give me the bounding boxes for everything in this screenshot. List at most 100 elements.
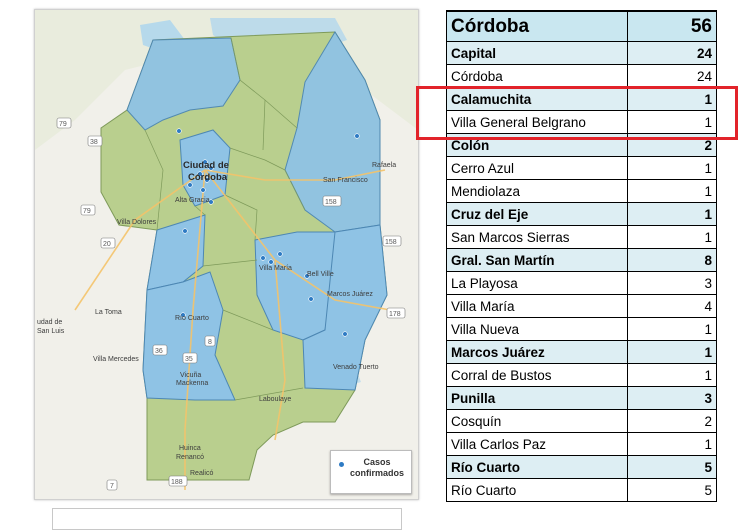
case-marker[interactable] — [208, 199, 214, 205]
route-shield: 178 — [386, 307, 406, 319]
label-vicuna-mackenna: Vicuña — [180, 372, 201, 379]
label-huinca-renanco-2: Renancó — [176, 454, 204, 461]
case-count: 1 — [627, 110, 717, 134]
locality-name: Córdoba — [446, 64, 628, 88]
route-shield: 8 — [204, 335, 216, 347]
svg-text:38: 38 — [90, 139, 98, 146]
route-shield: 35 — [182, 352, 198, 364]
case-marker[interactable] — [260, 255, 266, 261]
case-count: 3 — [627, 271, 717, 295]
route-shield: 158 — [382, 235, 402, 247]
case-marker[interactable] — [342, 331, 348, 337]
route-shield: 79 — [80, 204, 96, 216]
label-san-francisco: San Francisco — [323, 177, 368, 184]
case-marker[interactable] — [200, 187, 206, 193]
case-marker[interactable] — [202, 159, 208, 165]
case-count: 1 — [627, 202, 717, 226]
case-count: 24 — [627, 41, 717, 65]
map-panel[interactable]: Rafaela San Francisco Ciudad de Córdoba … — [34, 9, 419, 500]
department-name: Cruz del Eje — [446, 202, 628, 226]
label-villa-maria: Villa María — [259, 265, 292, 272]
case-marker[interactable] — [204, 177, 210, 183]
table-header-row: Córdoba 56 — [446, 10, 717, 42]
label-villa-dolores: Villa Dolores — [117, 219, 157, 226]
svg-text:158: 158 — [325, 199, 337, 206]
locality-row: La Playosa 3 — [446, 271, 717, 295]
svg-text:79: 79 — [83, 208, 91, 215]
route-shield: 36 — [152, 344, 168, 356]
label-laboulaye: Laboulaye — [259, 396, 291, 403]
case-count: 24 — [627, 64, 717, 88]
svg-text:36: 36 — [155, 348, 163, 355]
dept-boundaries — [144, 37, 306, 401]
case-count: 4 — [627, 294, 717, 318]
department-name: Río Cuarto — [446, 455, 628, 479]
department-name: Gral. San Martín — [446, 248, 628, 272]
locality-row: Villa María 4 — [446, 294, 717, 318]
route-shield: 188 — [168, 475, 188, 487]
case-marker[interactable] — [208, 165, 214, 171]
case-marker[interactable] — [277, 251, 283, 257]
case-marker[interactable] — [304, 273, 310, 279]
svg-text:35: 35 — [185, 356, 193, 363]
label-villa-mercedes: Villa Mercedes — [93, 356, 139, 363]
department-name: Punilla — [446, 386, 628, 410]
case-marker[interactable] — [197, 171, 203, 177]
label-la-toma: La Toma — [95, 309, 122, 316]
department-row: Gral. San Martín 8 — [446, 248, 717, 272]
case-count: 5 — [627, 455, 717, 479]
caption-box — [52, 508, 402, 530]
label-ciudad-de-cordoba-2: Córdoba — [188, 172, 228, 183]
label-venado-tuerto: Venado Tuerto — [333, 364, 379, 371]
case-count: 8 — [627, 248, 717, 272]
label-realico: Realicó — [190, 470, 213, 477]
case-marker[interactable] — [176, 128, 182, 134]
legend-label: Casos confirmados — [349, 457, 404, 478]
svg-text:7: 7 — [110, 483, 114, 490]
department-row: Río Cuarto 5 — [446, 455, 717, 479]
case-marker[interactable] — [187, 182, 193, 188]
case-count: 1 — [627, 340, 717, 364]
locality-row: Cosquín 2 — [446, 409, 717, 433]
locality-row: Villa Carlos Paz 1 — [446, 432, 717, 456]
locality-row: Mendiolaza 1 — [446, 179, 717, 203]
locality-row: Villa General Belgrano 1 — [446, 110, 717, 134]
label-bell-ville: Bell Ville — [307, 271, 334, 278]
label-marcos-juarez: Marcos Juárez — [327, 291, 373, 298]
case-markers — [176, 128, 360, 337]
label-vicuna-mackenna-2: Mackenna — [176, 380, 208, 387]
cases-table: Córdoba 56 Capital 24 Córdoba 24 Calamuchita… — [446, 10, 717, 502]
case-count: 1 — [627, 87, 717, 111]
locality-name: Villa María — [446, 294, 628, 318]
department-row: Cruz del Eje 1 — [446, 202, 717, 226]
locality-name: Villa Nueva — [446, 317, 628, 341]
route-shields: 79 79 38 20 158 158 178 36 8 35 188 7 — [56, 117, 406, 491]
table-title: Córdoba — [446, 10, 628, 42]
locality-row: San Marcos Sierras 1 — [446, 225, 717, 249]
dept-calamuchita[interactable] — [146, 214, 206, 291]
locality-name: La Playosa — [446, 271, 628, 295]
case-marker[interactable] — [180, 312, 186, 318]
label-rafaela: Rafaela — [372, 162, 396, 169]
route-shield: 7 — [106, 479, 118, 491]
case-count: 1 — [627, 156, 717, 180]
dept-san-justo[interactable] — [284, 31, 381, 233]
svg-text:20: 20 — [103, 241, 111, 248]
route-shield: 158 — [322, 195, 342, 207]
locality-name: Cerro Azul — [446, 156, 628, 180]
table-total: 56 — [627, 10, 717, 42]
case-marker[interactable] — [354, 133, 360, 139]
locality-name: Villa Carlos Paz — [446, 432, 628, 456]
department-name: Marcos Juárez — [446, 340, 628, 364]
label-rio-cuarto: Río Cuarto — [175, 315, 209, 322]
map-legend: Casos confirmados — [330, 450, 412, 494]
case-marker[interactable] — [308, 296, 314, 302]
svg-text:8: 8 — [208, 339, 212, 346]
label-san-luis: udad de — [37, 319, 62, 326]
department-name: Capital — [446, 41, 628, 65]
case-marker[interactable] — [268, 259, 274, 265]
dept-marcos-juarez[interactable] — [302, 224, 388, 391]
case-marker[interactable] — [182, 228, 188, 234]
cordoba-map[interactable]: Rafaela San Francisco Ciudad de Córdoba … — [35, 10, 418, 499]
case-count: 3 — [627, 386, 717, 410]
